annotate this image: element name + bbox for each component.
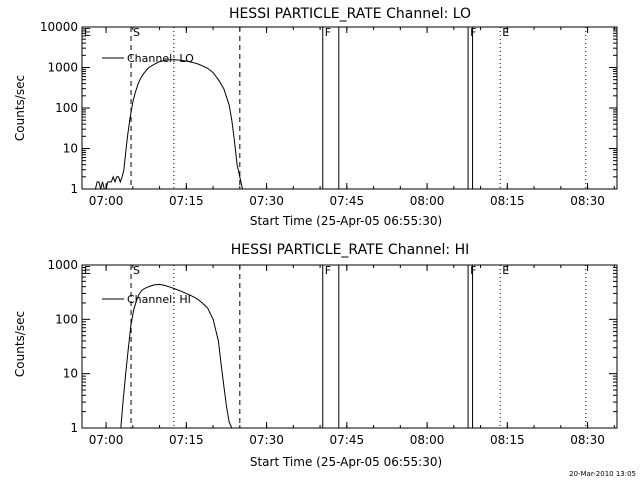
x-tick-label: 08:15 bbox=[490, 433, 525, 447]
panel-lo-series bbox=[94, 59, 243, 190]
panel-hi-legend-label: Channel: HI bbox=[127, 293, 191, 306]
x-tick-label: 08:30 bbox=[570, 433, 605, 447]
y-tick-label: 10000 bbox=[40, 20, 78, 34]
panel-hi-xlabel: Start Time (25-Apr-05 06:55:30) bbox=[250, 455, 442, 469]
panel-hi-series bbox=[120, 283, 233, 429]
panel-hi-title: HESSI PARTICLE_RATE Channel: HI bbox=[231, 242, 469, 258]
event-marker-label: E bbox=[84, 264, 91, 277]
y-tick-label: 100 bbox=[55, 101, 78, 115]
panel-lo-axes: 07:00 07:15 07:30 07:45 08:00 08:15 08:30 1 10 10… bbox=[40, 20, 617, 208]
x-tick-label: 07:45 bbox=[330, 433, 365, 447]
series-line bbox=[120, 283, 233, 429]
series-line bbox=[94, 59, 243, 190]
x-tick-label: 07:30 bbox=[249, 433, 284, 447]
x-tick-label: 08:00 bbox=[410, 433, 445, 447]
panel-hi-axes: 07:00 07:15 07:30 07:45 08:00 08:15 08:30 1 10 10… bbox=[47, 258, 617, 447]
x-tick-label: 07:45 bbox=[330, 194, 365, 208]
event-marker-label: F bbox=[325, 264, 331, 277]
x-tick-label: 07:15 bbox=[169, 433, 204, 447]
y-tick-label: 10 bbox=[63, 367, 78, 381]
x-tick-label: 07:00 bbox=[89, 433, 124, 447]
x-tick-label: 07:15 bbox=[169, 194, 204, 208]
x-tick-label: 08:15 bbox=[490, 194, 525, 208]
panel-lo-xlabel: Start Time (25-Apr-05 06:55:30) bbox=[250, 214, 442, 228]
event-marker-label: F bbox=[470, 264, 476, 277]
panel-lo-ylabel: Counts/sec bbox=[13, 75, 27, 141]
x-tick-label: 07:30 bbox=[249, 194, 284, 208]
event-marker-label: S bbox=[133, 26, 140, 39]
event-marker-label: E bbox=[502, 264, 509, 277]
event-marker-label: S bbox=[133, 264, 140, 277]
y-tick-label: 10 bbox=[63, 142, 78, 156]
panel-lo: HESSI PARTICLE_RATE Channel: LO Counts/s… bbox=[13, 6, 618, 228]
x-tick-label: 08:00 bbox=[410, 194, 445, 208]
event-marker-label: F bbox=[325, 26, 331, 39]
panel-hi-ylabel: Counts/sec bbox=[13, 311, 27, 377]
y-tick-label: 1 bbox=[70, 421, 78, 435]
y-tick-label: 100 bbox=[55, 312, 78, 326]
panel-hi: HESSI PARTICLE_RATE Channel: HI Counts/s… bbox=[13, 242, 618, 469]
footer-timestamp: 20-Mar-2010 13:05 bbox=[569, 470, 636, 478]
y-tick-label: 1 bbox=[70, 182, 78, 196]
panel-hi-plot-frame bbox=[81, 264, 618, 429]
event-marker-label: F bbox=[470, 26, 476, 39]
x-tick-label: 07:00 bbox=[89, 194, 124, 208]
event-marker-label: E bbox=[84, 26, 91, 39]
panel-lo-legend: Channel: LO bbox=[102, 52, 194, 65]
panel-lo-title: HESSI PARTICLE_RATE Channel: LO bbox=[229, 6, 471, 22]
y-tick-label: 1000 bbox=[47, 258, 78, 272]
event-marker-label: E bbox=[502, 26, 509, 39]
panel-lo-legend-label: Channel: LO bbox=[127, 52, 194, 65]
panel-hi-legend: Channel: HI bbox=[102, 293, 191, 306]
y-tick-label: 1000 bbox=[47, 61, 78, 75]
x-tick-label: 08:30 bbox=[570, 194, 605, 208]
